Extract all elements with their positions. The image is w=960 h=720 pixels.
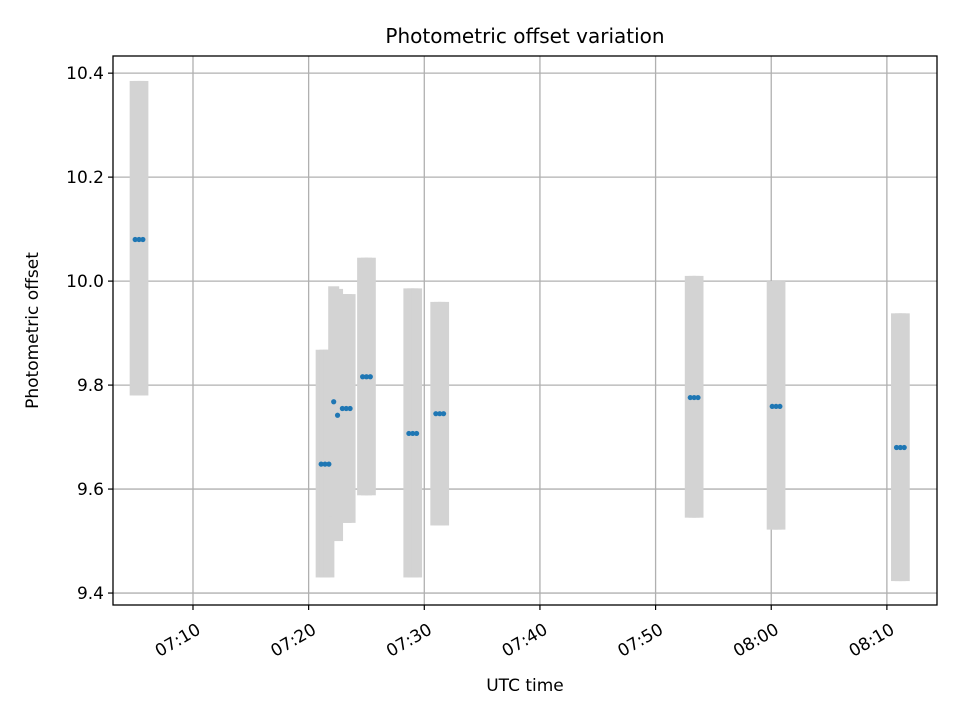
data-point — [413, 430, 420, 437]
data-point — [322, 461, 328, 467]
data-point — [777, 403, 783, 410]
data-point — [769, 403, 775, 410]
data-point — [347, 405, 353, 412]
data-point — [897, 444, 903, 451]
data-point — [901, 444, 907, 451]
data-point — [773, 403, 779, 410]
data-point — [136, 236, 142, 243]
data-point — [339, 405, 345, 412]
y-axis-label: Photometric offset — [23, 252, 43, 409]
data-point — [343, 405, 349, 412]
chart-title: Photometric offset variation — [385, 24, 664, 48]
data-point — [334, 412, 341, 418]
data-point — [687, 394, 693, 401]
data-point — [132, 236, 138, 243]
x-axis-label: UTC time — [486, 676, 564, 696]
data-point — [437, 411, 443, 417]
data-point — [360, 374, 366, 380]
y-tick-label: 10.4 — [66, 64, 104, 84]
y-tick-label: 9.8 — [77, 376, 104, 396]
data-point — [406, 430, 412, 437]
data-point — [695, 394, 701, 401]
data-point — [318, 461, 324, 467]
data-point — [326, 461, 332, 467]
data-point — [367, 374, 373, 380]
data-point — [410, 430, 416, 437]
data-point — [331, 399, 337, 405]
y-tick-label: 10.0 — [66, 272, 104, 292]
data-point — [440, 411, 447, 417]
data-point — [433, 411, 439, 417]
y-tick-label: 10.2 — [66, 168, 104, 188]
y-tick-label: 9.6 — [77, 480, 104, 500]
data-point — [363, 374, 370, 380]
data-point — [691, 394, 697, 401]
plot-frame — [112, 55, 938, 606]
grid-layer — [113, 56, 937, 605]
y-tick-label: 9.4 — [77, 584, 104, 604]
data-point — [140, 236, 146, 243]
data-point — [893, 444, 900, 451]
data-point-layer — [132, 236, 907, 467]
